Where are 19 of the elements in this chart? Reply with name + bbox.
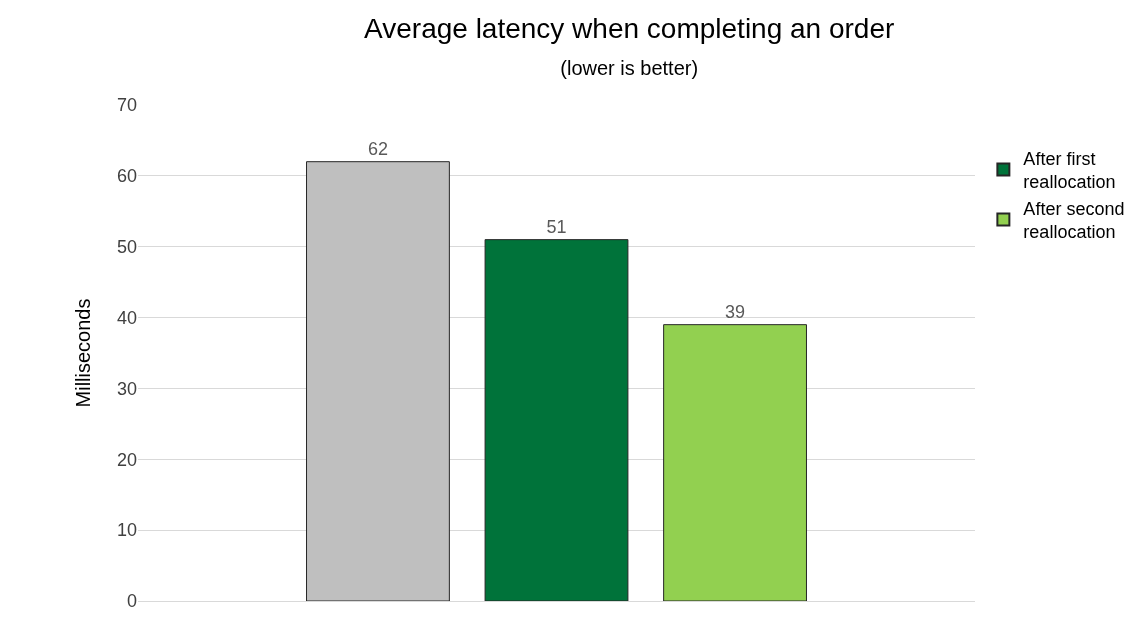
chart-subtitle: (lower is better) [560,56,699,79]
legend-label: After first reallocation [1023,148,1116,193]
chart-title: Average latency when completing an order [364,13,895,45]
bar [663,324,807,601]
data-label: 62 [367,138,388,159]
y-tick-label: 70 [116,95,137,116]
y-tick-label: 50 [116,237,137,258]
legend-label: After second reallocation [1023,198,1125,243]
bar [306,161,450,601]
bar [484,239,629,601]
y-tick-label: 10 [116,520,137,541]
y-tick-label: 20 [116,449,137,470]
y-axis-title: Milliseconds [72,298,95,408]
y-tick-label: 40 [116,307,137,328]
y-tick-label: 60 [116,166,137,187]
data-label: 51 [546,216,567,237]
y-tick-label: 0 [126,591,137,612]
y-tick-label: 30 [116,378,137,399]
data-label: 39 [725,301,746,322]
